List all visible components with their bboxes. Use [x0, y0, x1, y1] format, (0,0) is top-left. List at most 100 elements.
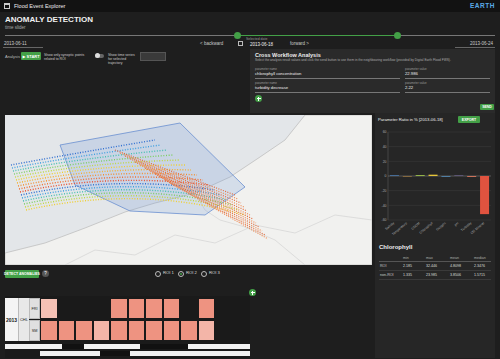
heatmap-cell[interactable]: [40, 298, 58, 319]
trajectory: [130, 159, 244, 207]
table-cell: 4.8098: [450, 264, 461, 268]
row-label: ROI: [380, 264, 386, 268]
forward-button[interactable]: forward >: [290, 41, 309, 46]
heatmap-cell[interactable]: [58, 320, 76, 341]
plus-v: [252, 291, 253, 295]
field-underline: [255, 78, 400, 79]
heatmap-cell[interactable]: [180, 320, 198, 341]
heatmap-cell[interactable]: [75, 298, 93, 319]
field-value: chlorophyll concentration: [255, 72, 301, 77]
plus-v: [258, 97, 259, 101]
analysis-label: Analysis: [5, 55, 20, 60]
tick-label: 20: [383, 160, 387, 164]
field-value: 2.22: [405, 86, 413, 91]
heatmap-cell[interactable]: [180, 298, 198, 319]
radio-dot: [180, 273, 182, 275]
slider-knob[interactable]: [234, 32, 241, 39]
table-cell: 2.185: [403, 264, 412, 268]
heatmap-cell[interactable]: [110, 298, 128, 319]
field-underline: [405, 92, 490, 93]
field-label: parameter value: [405, 82, 427, 85]
table-header: min: [403, 256, 409, 260]
radio-button[interactable]: [201, 271, 207, 277]
backward-button[interactable]: < backward: [200, 41, 223, 46]
category-label: Chlorophyll: [418, 221, 433, 235]
timeline-strip: [40, 351, 250, 356]
heatmap-cell[interactable]: [40, 320, 58, 341]
slider-knob[interactable]: [394, 32, 401, 39]
toggle-knob: [95, 53, 100, 58]
help-icon[interactable]: ?: [42, 270, 49, 277]
timeline-segment: [100, 351, 130, 356]
category-label: OG Mineral: [470, 221, 486, 235]
top-bar: [0, 0, 500, 12]
trajectory: [12, 145, 161, 168]
heatmap-cell[interactable]: [233, 320, 251, 341]
radio-label: ROI 1: [163, 271, 174, 276]
heatmap-cell[interactable]: [233, 298, 251, 319]
grid-line: [388, 161, 491, 162]
field-label: parameter name: [255, 82, 277, 85]
heatmap-cell[interactable]: [163, 320, 181, 341]
bars: [390, 175, 489, 214]
radio-button[interactable]: [178, 271, 184, 277]
bar: [480, 176, 489, 214]
trajectory: [145, 168, 253, 219]
table-cell: 1.335: [403, 273, 412, 277]
heatmap-cell[interactable]: [215, 298, 233, 319]
app-title: Flood Event Explorer: [14, 3, 65, 9]
heatmap-cell[interactable]: [163, 298, 181, 319]
page-title: ANOMALY DETECTION: [5, 15, 93, 24]
table-header: max: [426, 256, 433, 260]
start-button[interactable]: ▶ START: [21, 52, 41, 60]
heatmap-cell[interactable]: [93, 298, 111, 319]
selected-date: 2013-06-18: [250, 42, 273, 47]
row-label: FRI: [29, 298, 40, 319]
export-button[interactable]: EXPORT: [458, 116, 480, 123]
bar: [441, 176, 450, 178]
heatmap-cell[interactable]: [198, 320, 216, 341]
heatmap-cell[interactable]: [145, 298, 163, 319]
heatmap-cell[interactable]: [58, 298, 76, 319]
grid-line: [388, 220, 491, 221]
heatmap-cell[interactable]: [198, 298, 216, 319]
radio-button[interactable]: [155, 271, 161, 277]
heatmap-cell[interactable]: [75, 320, 93, 341]
category-label: Salinity: [384, 221, 395, 231]
trajectory: [135, 162, 247, 211]
end-date: 2013-06-24: [470, 41, 493, 46]
cross-workflow-title: Cross Workflow Analysis: [255, 52, 321, 58]
timeseries-button[interactable]: [140, 52, 166, 61]
heatmap-cell[interactable]: [128, 298, 146, 319]
heatmap-cell[interactable]: [145, 320, 163, 341]
field-underline: [405, 78, 490, 79]
timeline-segment: [62, 344, 84, 349]
table-cell: 32.446: [426, 264, 437, 268]
trajectory: [150, 171, 256, 223]
river: [65, 215, 372, 265]
send-button[interactable]: SEND: [480, 104, 494, 110]
bar: [429, 175, 438, 176]
bar-chart: -60-40-200204060SalinityTemperatureCDOMC…: [375, 128, 495, 243]
tick-label: 60: [383, 130, 387, 134]
add-button[interactable]: [249, 289, 256, 296]
home-icon[interactable]: [4, 3, 10, 9]
trajectory: [170, 183, 268, 239]
table-rule: [379, 270, 491, 271]
table-rule: [379, 279, 491, 280]
parameter-cell: CHL: [18, 298, 29, 341]
heatmap-cell[interactable]: [93, 320, 111, 341]
add-button[interactable]: [255, 95, 262, 102]
table-cell: 23.985: [426, 273, 437, 277]
category-label: pH: [454, 221, 460, 227]
heatmap-cell[interactable]: [215, 320, 233, 341]
field-label: parameter name: [255, 68, 277, 71]
detect-button[interactable]: DETECT ANOMALIES: [5, 270, 39, 278]
table-cell: 3.8506: [450, 273, 461, 277]
heatmap-cell[interactable]: [110, 320, 128, 341]
heatmap-cell[interactable]: [128, 320, 146, 341]
bar: [467, 176, 476, 178]
roi-toggle-label: Show only synoptic points related to ROI: [44, 53, 92, 61]
chart-title: Parameter Ratio in % [2013-06-18]: [378, 118, 443, 123]
trajectory: [125, 156, 241, 203]
